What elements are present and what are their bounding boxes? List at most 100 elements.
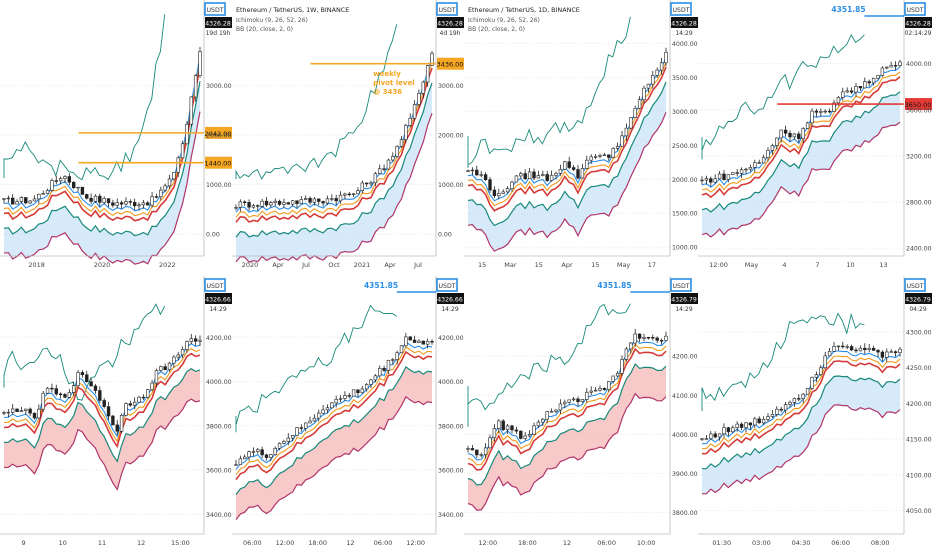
candle xyxy=(659,340,664,342)
candle xyxy=(290,435,295,439)
candle xyxy=(176,157,180,173)
candle xyxy=(836,345,841,348)
candle xyxy=(858,86,863,89)
candle xyxy=(369,182,373,185)
candle xyxy=(554,173,558,176)
candle xyxy=(317,198,321,202)
candle xyxy=(845,346,849,348)
candle xyxy=(347,193,351,196)
candle xyxy=(589,390,593,393)
candle xyxy=(823,355,827,369)
candle xyxy=(312,198,317,203)
y-tick-label: 3200.00 xyxy=(906,153,932,160)
candle xyxy=(45,190,50,194)
candle xyxy=(137,396,141,403)
candle xyxy=(536,421,541,427)
y-tick-label: 4000.00 xyxy=(206,379,232,386)
candle xyxy=(880,67,885,76)
x-tick-label: Jul xyxy=(413,261,422,269)
candle xyxy=(330,198,334,200)
candle xyxy=(646,337,651,339)
y-tick-label: 4200.00 xyxy=(906,401,932,408)
candle xyxy=(102,198,106,203)
candle xyxy=(19,410,24,412)
candle xyxy=(704,438,709,440)
candle xyxy=(637,333,642,339)
candle xyxy=(338,398,343,400)
candle xyxy=(709,433,713,439)
candle xyxy=(832,102,836,112)
candle xyxy=(753,162,757,168)
candle xyxy=(15,201,19,205)
candle xyxy=(717,173,722,180)
candle xyxy=(185,341,189,350)
candle xyxy=(2,412,6,414)
level-label: 3436.00 xyxy=(437,61,464,69)
candle xyxy=(76,372,80,386)
candle xyxy=(783,404,788,411)
candle xyxy=(150,196,154,206)
candle xyxy=(700,438,704,440)
indicator-label: Ichimoku (9, 26, 52, 26) xyxy=(236,17,308,24)
candle xyxy=(85,374,89,382)
candle xyxy=(32,198,37,202)
candle xyxy=(757,162,761,164)
candle xyxy=(386,159,391,170)
candle xyxy=(607,381,611,390)
senkou-a-line xyxy=(467,362,667,486)
candle xyxy=(382,367,386,371)
symbol-box xyxy=(670,278,692,292)
candle xyxy=(858,347,863,352)
x-tick-label: Apr xyxy=(384,261,396,269)
candle xyxy=(93,195,98,202)
candle xyxy=(303,197,308,200)
candle xyxy=(364,384,369,390)
y-tick-label: 3600.00 xyxy=(438,468,464,475)
y-tick-label: 1000.00 xyxy=(206,182,232,189)
chart-panel-6: 3400.00 3600.00 3800.00 4000.00 4200.00 06:00… xyxy=(232,276,464,550)
x-tick-label: 9 xyxy=(22,539,26,547)
candle xyxy=(28,408,32,414)
senkou-b-line xyxy=(235,395,433,520)
y-tick-label: 2000.00 xyxy=(672,177,698,184)
candle xyxy=(54,180,58,182)
x-tick-label: 10:00 xyxy=(637,539,656,547)
y-tick-label: 3800.00 xyxy=(672,510,698,517)
candle xyxy=(93,385,98,391)
x-tick-label: 08:00 xyxy=(871,539,890,547)
candle xyxy=(243,201,247,203)
candle xyxy=(646,83,651,89)
candle xyxy=(395,146,399,157)
senkou-b-line xyxy=(467,392,667,511)
candle xyxy=(624,348,629,360)
candle xyxy=(334,198,338,202)
candle xyxy=(63,176,67,179)
candle xyxy=(321,201,325,204)
candle xyxy=(198,51,202,76)
price-label-box xyxy=(437,293,464,304)
candle xyxy=(615,372,620,377)
candle xyxy=(37,193,41,200)
indicator-label: BB (20, close, 2, 0) xyxy=(236,26,293,33)
candle xyxy=(775,137,779,146)
level-label: 2042.00 xyxy=(205,130,232,138)
x-tick-label: 12:00 xyxy=(406,539,425,547)
candle xyxy=(67,176,72,183)
candle xyxy=(836,97,841,104)
candle xyxy=(159,366,163,371)
candle xyxy=(89,381,93,387)
candle xyxy=(801,393,805,399)
x-tick-label: 12:00 xyxy=(276,539,295,547)
y-tick-label: 4000.00 xyxy=(906,61,932,68)
candle xyxy=(810,376,814,389)
candle xyxy=(898,348,902,353)
senkou-a-line xyxy=(3,367,201,463)
candle xyxy=(655,337,659,341)
candle xyxy=(709,178,713,183)
candle xyxy=(827,110,832,113)
candle xyxy=(629,342,633,350)
candle xyxy=(479,174,483,176)
x-tick-label: 03:00 xyxy=(752,539,771,547)
candle xyxy=(598,155,602,157)
annotation-text: @ 3436 xyxy=(373,88,402,96)
